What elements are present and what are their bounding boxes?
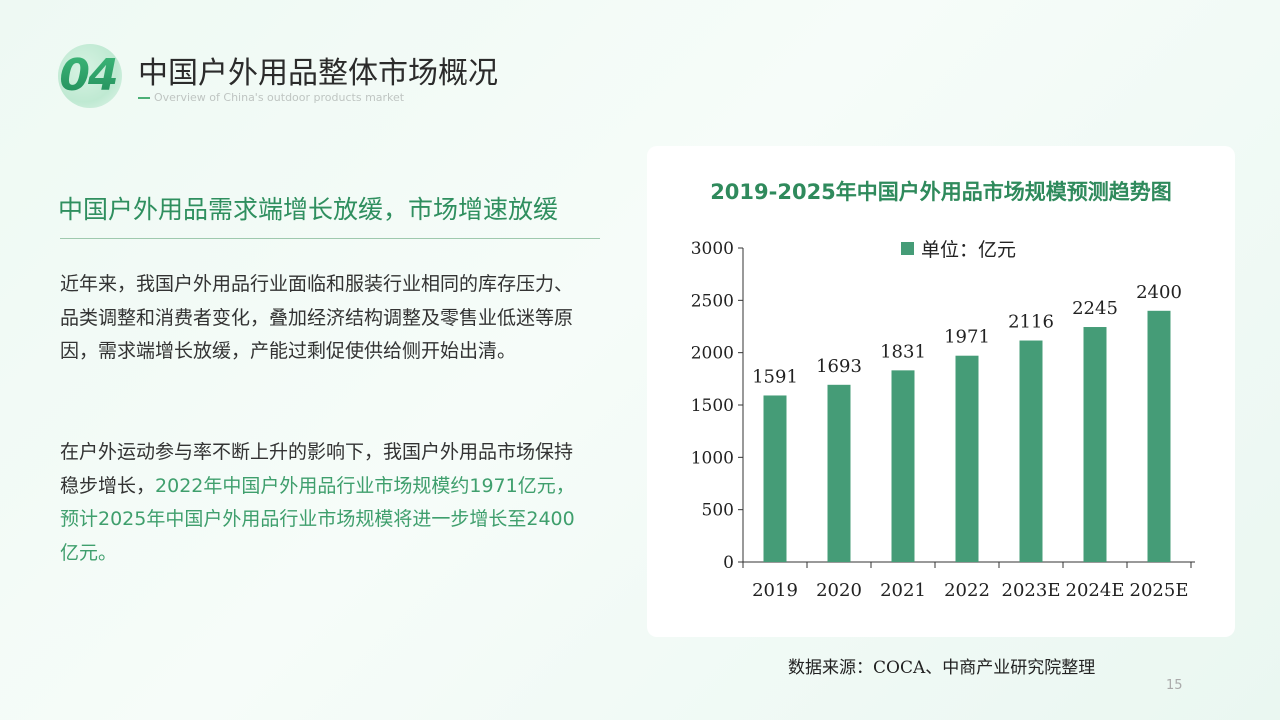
x-tick-label: 2023E (1002, 580, 1061, 601)
bar (1147, 310, 1171, 562)
chart-title: 2019-2025年中国户外用品市场规模预测趋势图 (710, 180, 1172, 204)
data-label: 1693 (816, 356, 862, 377)
subtitle-dash (138, 97, 150, 99)
legend-swatch (901, 242, 914, 255)
y-tick-label: 500 (702, 501, 734, 521)
section-heading: 中国户外用品需求端增长放缓，市场增速放缓 (58, 195, 559, 224)
data-label: 2245 (1072, 298, 1118, 319)
y-tick-label: 1500 (691, 396, 734, 416)
y-tick-label: 3000 (691, 239, 734, 259)
badge-circle (58, 44, 122, 108)
chart-card: 2019-2025年中国户外用品市场规模预测趋势图 0 500 1000 1500 20… (647, 146, 1235, 637)
paragraph-2-text: 在户外运动参与率不断上升的影响下，我国户外用品市场保持稳步增长， (60, 441, 574, 497)
bar-chart: 0 500 1000 1500 2000 2500 3000 1591 2019 1693 2020… (691, 239, 1195, 601)
y-tick-label: 1000 (691, 448, 734, 468)
data-label: 2400 (1136, 282, 1182, 303)
data-label: 1971 (944, 327, 990, 348)
x-tick-label: 2020 (816, 580, 862, 601)
paragraph-2: 在户外运动参与率不断上升的影响下，我国户外用品市场保持稳步增长，2022年中国户… (60, 436, 590, 570)
bar (827, 384, 851, 562)
page-subtitle: Overview of China's outdoor products mar… (154, 91, 405, 104)
bar (1083, 327, 1107, 562)
x-tick-label: 2024E (1066, 580, 1125, 601)
x-tick-label: 2021 (880, 580, 926, 601)
section-number-badge: 04 (52, 44, 124, 108)
legend-label: 单位：亿元 (921, 239, 1016, 261)
y-tick-label: 0 (723, 553, 734, 573)
section-number: 04 (52, 50, 124, 102)
paragraph-1: 近年来，我国户外用品行业面临和服装行业相同的库存压力、品类调整和消费者变化，叠加… (60, 273, 574, 362)
x-tick-label: 2019 (752, 580, 798, 601)
bar (1019, 340, 1043, 562)
paragraph-2-highlight: 2022年中国户外用品行业市场规模约1971亿元，预计2025年中国户外用品行业… (60, 474, 575, 564)
bar (763, 395, 787, 562)
x-tick-label: 2025E (1130, 580, 1189, 601)
source-note: 数据来源：COCA、中商产业研究院整理 (788, 658, 1096, 678)
bar (955, 355, 979, 562)
data-label: 1831 (880, 341, 926, 362)
y-tick-label: 2000 (691, 344, 734, 364)
x-tick-label: 2022 (944, 580, 990, 601)
page-number: 15 (1166, 678, 1183, 693)
page-title: 中国户外用品整体市场概况 (138, 56, 498, 91)
heading-divider (60, 238, 600, 239)
bar (891, 370, 915, 562)
y-tick-label: 2500 (691, 291, 734, 311)
data-label: 2116 (1008, 312, 1054, 333)
page-subtitle-row: Overview of China's outdoor products mar… (138, 91, 404, 105)
data-label: 1591 (752, 366, 798, 387)
